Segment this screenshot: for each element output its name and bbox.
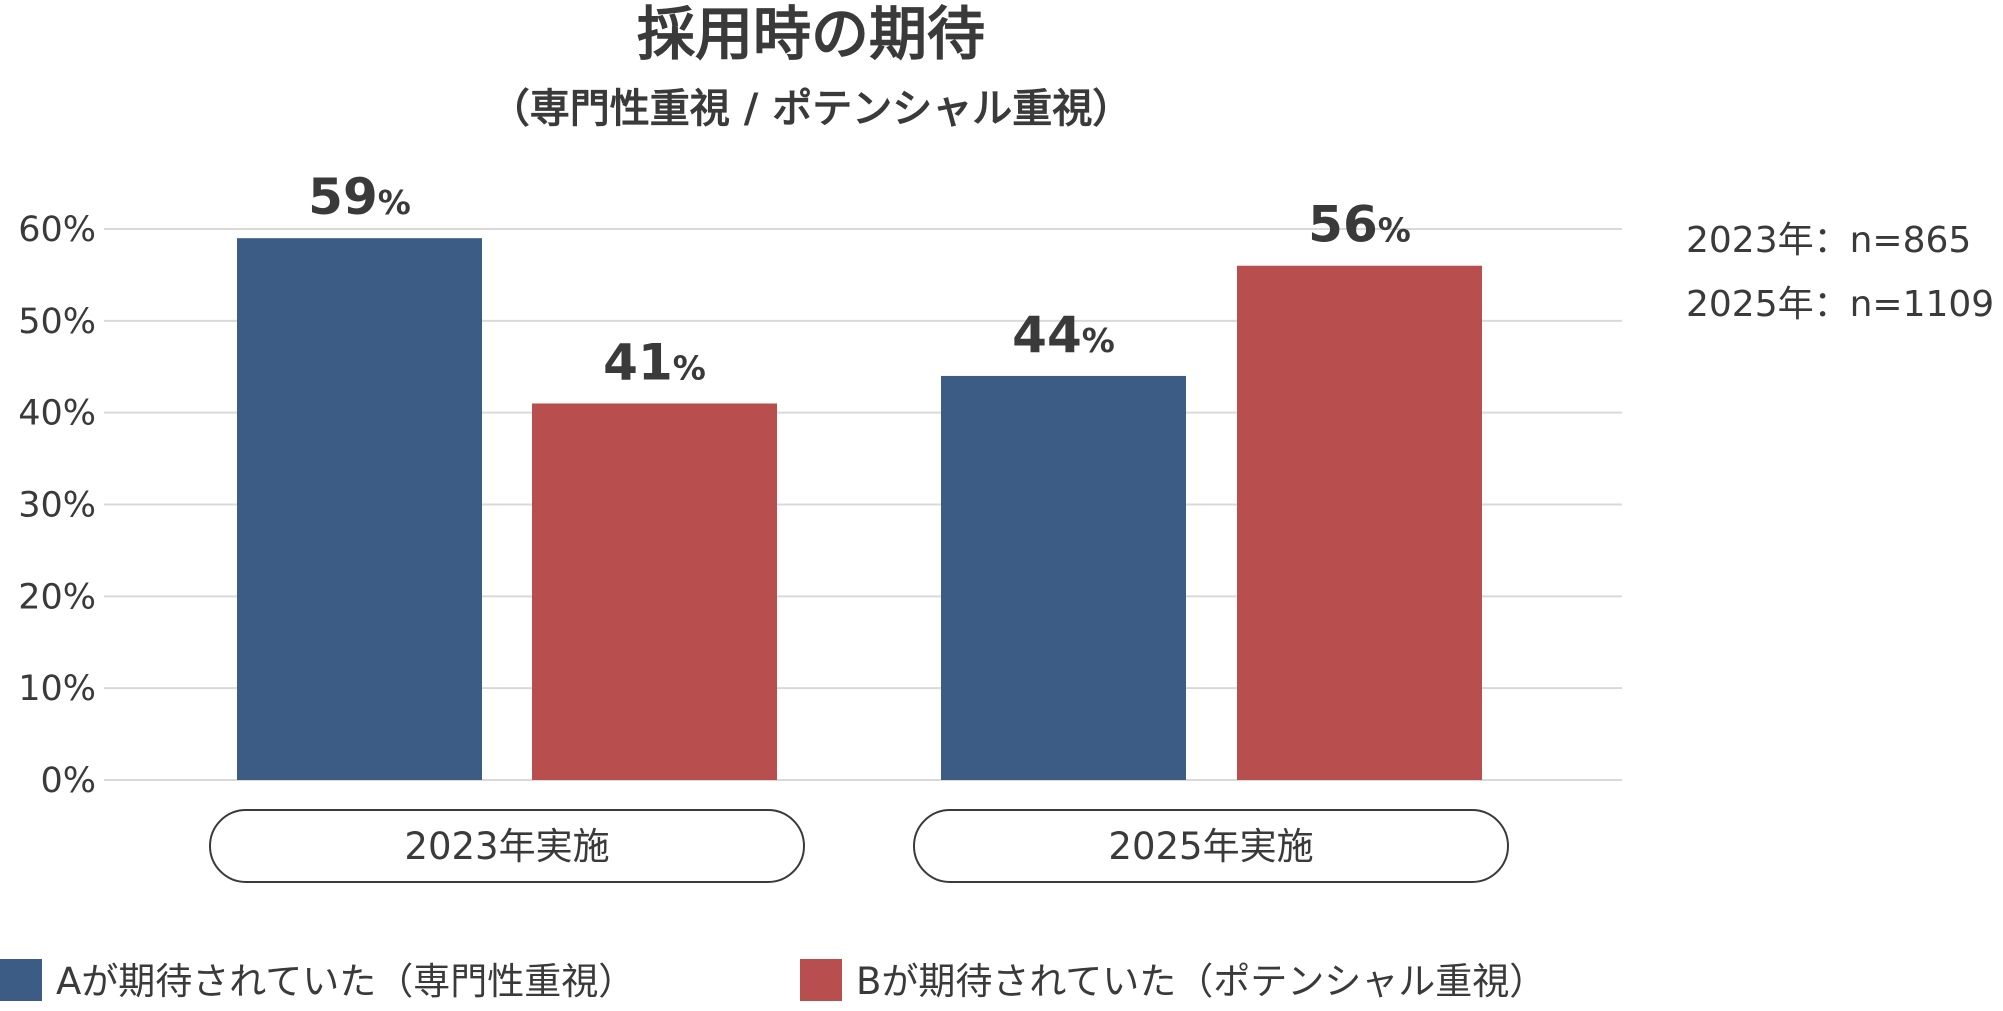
bar xyxy=(237,238,482,780)
sample-size-note: 2023年：n=865 xyxy=(1686,220,1971,261)
bar xyxy=(1237,265,1482,780)
bar-value-number: 56 xyxy=(1308,196,1378,254)
bar-value-label: 59% xyxy=(308,168,411,226)
bar-value-label: 56% xyxy=(1308,196,1411,254)
category-pill xyxy=(209,809,805,883)
y-tick-label: 30% xyxy=(18,486,96,526)
category-pill xyxy=(913,809,1509,883)
y-tick-label: 10% xyxy=(18,669,96,709)
chart-subtitle: （専門性重視 / ポテンシャル重視） xyxy=(490,86,1132,132)
legend-swatch xyxy=(800,959,842,1001)
bar-value-number: 44 xyxy=(1012,306,1082,364)
y-tick-label: 20% xyxy=(18,577,96,617)
category-label: 2025年実施 xyxy=(1108,825,1313,868)
bar-value-percent: % xyxy=(673,348,706,387)
category-label: 2023年実施 xyxy=(404,825,609,868)
legend-swatch xyxy=(0,959,42,1001)
y-tick-label: 40% xyxy=(18,394,96,434)
bar-value-percent: % xyxy=(1378,211,1411,250)
bar-value-number: 41 xyxy=(603,333,673,391)
bar-value-percent: % xyxy=(1082,321,1115,360)
y-tick-label: 60% xyxy=(18,210,96,250)
bar-value-percent: % xyxy=(378,183,411,222)
bar-value-label: 44% xyxy=(1012,306,1115,364)
bar-value-number: 59 xyxy=(308,168,378,226)
bar xyxy=(532,403,777,780)
legend-label: Aが期待されていた（専門性重視） xyxy=(56,960,635,1003)
bar-value-label: 41% xyxy=(603,333,706,391)
y-tick-label: 50% xyxy=(18,302,96,342)
sample-size-note: 2025年：n=1109 xyxy=(1686,284,1994,325)
legend-label: Bが期待されていた（ポテンシャル重視） xyxy=(856,960,1546,1003)
chart-title: 採用時の期待 xyxy=(637,0,985,68)
y-tick-label: 0% xyxy=(40,761,96,801)
bar xyxy=(941,375,1186,780)
